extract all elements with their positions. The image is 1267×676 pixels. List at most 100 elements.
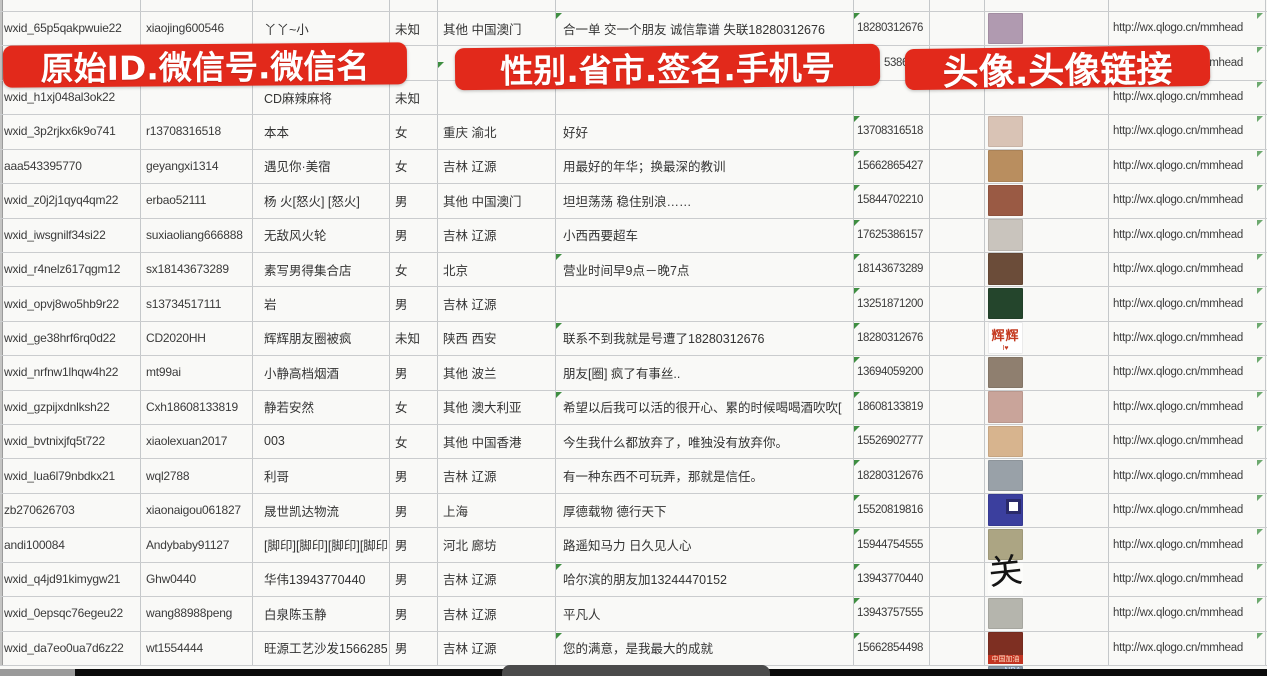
cell-wxid[interactable]: wxid_lua6l79nbdkx21 [4,468,115,483]
cell-region[interactable]: 上海 [443,504,469,519]
cell-nickname[interactable]: 辉辉朋友圈被疯 [264,332,352,347]
cell-signature[interactable]: 今生我什么都放弃了，唯独没有放弃你。 [563,435,789,450]
cell-gender[interactable]: 女 [395,435,408,450]
cell-wxid[interactable]: wxid_3p2rjkx6k9o741 [4,124,116,139]
cell-avatar-link[interactable]: http://wx.qlogo.cn/mmhead [1113,159,1243,172]
cell-gender[interactable]: 女 [395,263,408,278]
cell-signature[interactable]: 坦坦荡荡 稳住别浪…… [563,194,692,209]
cell-phone[interactable]: 13708316518 [857,125,923,138]
cell-nickname[interactable]: 无敌风火轮 [264,229,327,244]
avatar[interactable] [988,528,1023,561]
cell-wechat-id[interactable]: Cxh18608133819 [146,399,238,414]
cell-phone[interactable]: 18280312676 [857,22,923,35]
cell-signature[interactable]: 朋友[圈] 疯了有事丝.. [563,366,681,381]
cell-nickname[interactable]: 华伟13943770440 [264,573,366,588]
cell-phone[interactable]: 15526902777 [857,435,923,448]
cell-nickname[interactable]: 遇见你·美宿 [264,160,331,175]
cell-gender[interactable]: 未知 [395,91,421,106]
cell-nickname[interactable]: 003 [264,434,285,449]
cell-avatar-link[interactable]: http://wx.qlogo.cn/mmhead [1113,607,1243,620]
avatar[interactable]: 关 [987,551,1024,595]
cell-nickname[interactable]: 静若安然 [264,401,315,416]
cell-avatar-link[interactable]: http://wx.qlogo.cn/mmhead [1113,331,1243,344]
cell-nickname[interactable]: 素写男得集合店 [264,263,352,278]
cell-phone[interactable]: 15662854498 [857,641,923,654]
cell-wechat-id[interactable]: suxiaoliang666888 [146,227,243,242]
cell-gender[interactable]: 男 [395,539,408,553]
avatar[interactable] [988,287,1023,320]
cell-wechat-id[interactable]: mt99ai [146,365,181,380]
cell-wxid[interactable]: wxid_ge38hrf6rq0d22 [4,330,116,345]
cell-signature[interactable]: 合一单 交一个朋友 诚信靠谱 失联18280312676 [563,22,825,37]
cell-region[interactable]: 吉林 辽源 [443,642,497,657]
cell-wechat-id[interactable]: Andybaby91127 [146,537,230,552]
cell-nickname[interactable]: 白泉陈玉静 [264,607,327,622]
avatar[interactable] [988,12,1023,44]
cell-region[interactable]: 其他 中国香港 [443,435,522,450]
cell-wxid[interactable]: zb270626703 [4,503,75,518]
cell-gender[interactable]: 男 [395,573,408,588]
cell-wxid[interactable]: wxid_65p5qakpwuie22 [4,21,122,36]
cell-region[interactable]: 其他 波兰 [443,366,497,381]
cell-signature[interactable]: 厚德载物 德行天下 [563,504,667,519]
cell-wxid[interactable]: wxid_r4nelz617qgm12 [4,262,121,277]
cell-avatar-link[interactable]: http://wx.qlogo.cn/mmhead [1113,641,1243,654]
cell-region[interactable]: 吉林 辽源 [443,573,497,588]
cell-signature[interactable]: 用最好的年华；换最深的教训 [563,160,726,175]
avatar[interactable] [988,150,1023,182]
cell-wxid[interactable]: wxid_iwsgnilf34si22 [4,227,106,242]
cell-region[interactable]: 其他 中国澳门 [443,194,522,209]
cell-wxid[interactable]: wxid_opvj8wo5hb9r22 [4,296,119,311]
cell-wechat-id[interactable]: r13708316518 [146,124,222,139]
cell-avatar-link[interactable]: http://wx.qlogo.cn/mmhead [1113,297,1243,310]
cell-phone[interactable]: 18143673289 [857,263,923,276]
cell-nickname[interactable]: 杨 火[怒火] [怒火] [264,194,360,209]
cell-nickname[interactable]: 旺源工艺沙发15662854 [264,642,387,657]
cell-gender[interactable]: 男 [395,504,408,519]
cell-region[interactable]: 北京 [443,263,469,278]
cell-wechat-id[interactable]: erbao52111 [146,193,207,208]
cell-avatar-link[interactable]: http://wx.qlogo.cn/mmhead [1113,504,1243,517]
avatar[interactable] [988,115,1023,148]
avatar[interactable] [988,494,1023,526]
cell-region[interactable]: 其他 澳大利亚 [443,401,522,416]
cell-nickname[interactable]: 小静高档烟酒 [264,366,340,381]
cell-nickname[interactable]: CD麻辣麻将 [264,91,333,106]
cell-avatar-link[interactable]: http://wx.qlogo.cn/mmhead [1113,22,1243,35]
cell-wxid[interactable]: aaa543395770 [4,158,82,173]
cell-gender[interactable]: 女 [395,125,408,140]
cell-wxid[interactable]: wxid_bvtnixjfq5t722 [4,434,105,449]
cell-avatar-link[interactable]: http://wx.qlogo.cn/mmhead [1113,572,1243,585]
cell-gender[interactable]: 男 [395,642,408,657]
cell-phone[interactable]: 18280312676 [857,469,923,482]
cell-phone[interactable]: 15844702210 [857,194,923,207]
cell-phone[interactable]: 13943757555 [857,607,923,620]
avatar[interactable] [988,459,1023,492]
cell-gender[interactable]: 未知 [395,22,421,37]
cell-wxid[interactable]: wxid_nrfnw1lhqw4h22 [4,365,119,380]
cell-wechat-id[interactable]: wang88988peng [146,606,233,621]
cell-phone[interactable]: 15520819816 [857,504,923,517]
cell-region[interactable]: 河北 廊坊 [443,539,497,553]
cell-wechat-id[interactable]: xiaojing600546 [146,21,224,36]
cell-phone[interactable]: 5386 [884,56,908,69]
cell-wechat-id[interactable]: geyangxi1314 [146,158,219,173]
cell-gender[interactable]: 男 [395,366,408,381]
cell-gender[interactable]: 女 [395,160,408,175]
avatar[interactable] [988,391,1023,423]
cell-phone[interactable]: 18608133819 [857,400,923,413]
cell-signature[interactable]: 您的满意，是我最大的成就 [563,642,714,657]
cell-region[interactable]: 重庆 渝北 [443,125,497,140]
cell-region[interactable]: 吉林 辽源 [443,160,497,175]
cell-wxid[interactable]: wxid_z0j2j1qyq4qm22 [4,193,119,208]
cell-region[interactable]: 吉林 辽源 [443,229,497,244]
cell-avatar-link[interactable]: http://wx.qlogo.cn/mmhead [1113,469,1243,482]
cell-region[interactable]: 其他 中国澳门 [443,22,522,37]
bottom-scroll-handle[interactable] [502,665,770,676]
cell-avatar-link[interactable]: http://wx.qlogo.cn/mmhead [1113,400,1243,413]
cell-region[interactable]: 吉林 辽源 [443,298,497,313]
cell-wxid[interactable]: wxid_0epsqc76egeu22 [4,606,123,621]
cell-signature[interactable]: 有一种东西不可玩弄，那就是信任。 [563,470,764,485]
cell-gender[interactable]: 未知 [395,332,421,347]
cell-wechat-id[interactable]: xiaonaigou061827 [146,503,241,518]
